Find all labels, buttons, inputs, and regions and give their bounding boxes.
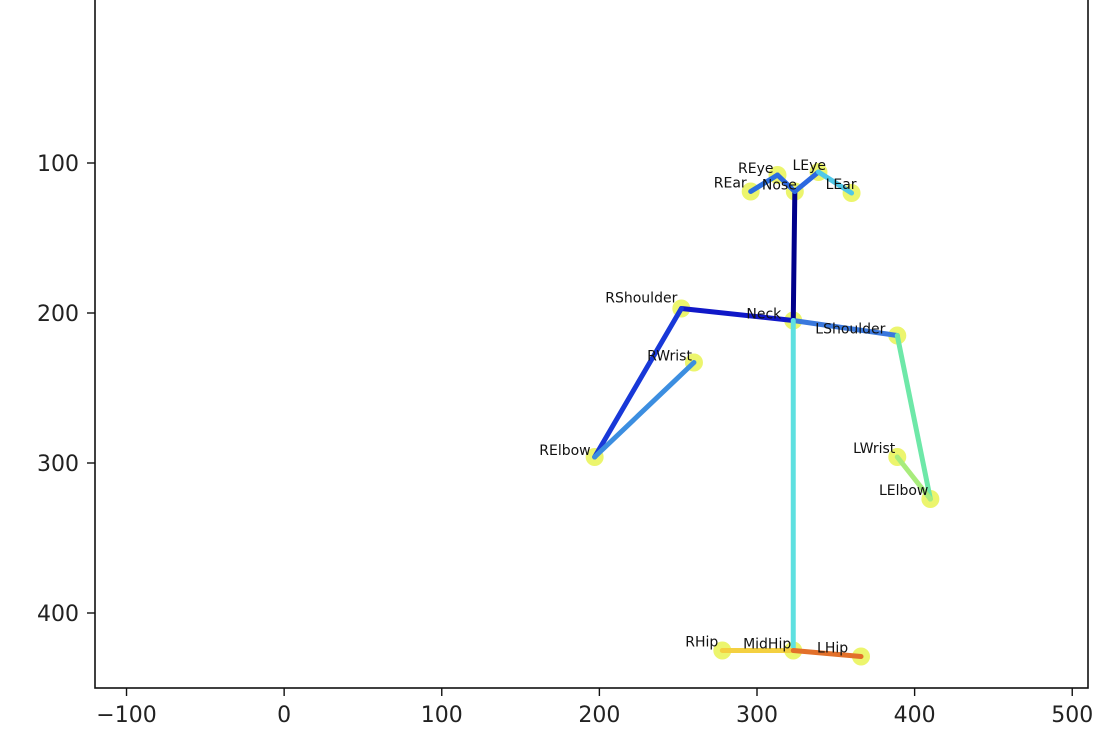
keypoint-label-lelbow: LElbow: [879, 483, 928, 499]
x-axis: −100 0 100 200 300 400 500: [96, 688, 1093, 728]
y-axis: 100 200 300 400: [37, 152, 95, 627]
keypoint-label-rshoulder: RShoulder: [605, 291, 677, 307]
keypoint-label-midhip: MidHip: [743, 637, 791, 653]
limb-nose-leye: [792, 169, 821, 194]
x-tick-label: −100: [96, 703, 156, 728]
plot-frame: [94, 0, 1089, 689]
y-tick-label: 200: [37, 302, 79, 327]
limb-midhip-lhip: [790, 648, 864, 659]
x-tick-label: 400: [894, 703, 936, 728]
limbs-layer: [592, 169, 933, 659]
x-tick-label: 300: [736, 703, 778, 728]
y-tick-label: 300: [37, 452, 79, 477]
keypoint-label-nose: Nose: [762, 178, 797, 194]
x-tick-label: 0: [277, 703, 291, 728]
keypoint-label-neck: Neck: [746, 307, 782, 323]
keypoint-label-rwrist: RWrist: [647, 349, 692, 365]
y-tick-label: 400: [37, 602, 79, 627]
limb-lshoulder-lelbow: [894, 333, 933, 502]
limb-rshoulder-relbow: [592, 306, 684, 460]
keypoint-label-lhip: LHip: [817, 641, 848, 657]
limb-neck-lshoulder: [790, 318, 900, 338]
limb-nose-reye: [774, 172, 798, 194]
limb-lelbow-lwrist: [894, 454, 933, 502]
keypoint-labels-layer: Nose Neck RShoulder RElbow RWrist LShoulder LE…: [539, 158, 928, 657]
x-tick-label: 500: [1051, 703, 1093, 728]
keypoint-label-lwrist: LWrist: [853, 441, 896, 457]
keypoint-label-rear: REar: [714, 176, 747, 192]
keypoint-label-reye: REye: [738, 161, 773, 177]
limb-reye-rear: [748, 172, 780, 194]
keypoint-label-lear: LEar: [826, 177, 857, 193]
keypoint-label-rhip: RHip: [685, 635, 718, 651]
limb-relbow-rwrist: [592, 360, 697, 460]
limb-nose-neck: [790, 189, 798, 323]
limb-neck-rshoulder: [678, 306, 796, 323]
keypoint-label-leye: LEye: [792, 158, 826, 174]
keypoint-label-relbow: RElbow: [539, 443, 590, 459]
x-tick-label: 100: [421, 703, 463, 728]
keypoint-label-lshoulder: LShoulder: [815, 322, 885, 338]
limb-leye-lear: [815, 169, 855, 196]
y-tick-label: 100: [37, 152, 79, 177]
x-tick-label: 200: [578, 703, 620, 728]
